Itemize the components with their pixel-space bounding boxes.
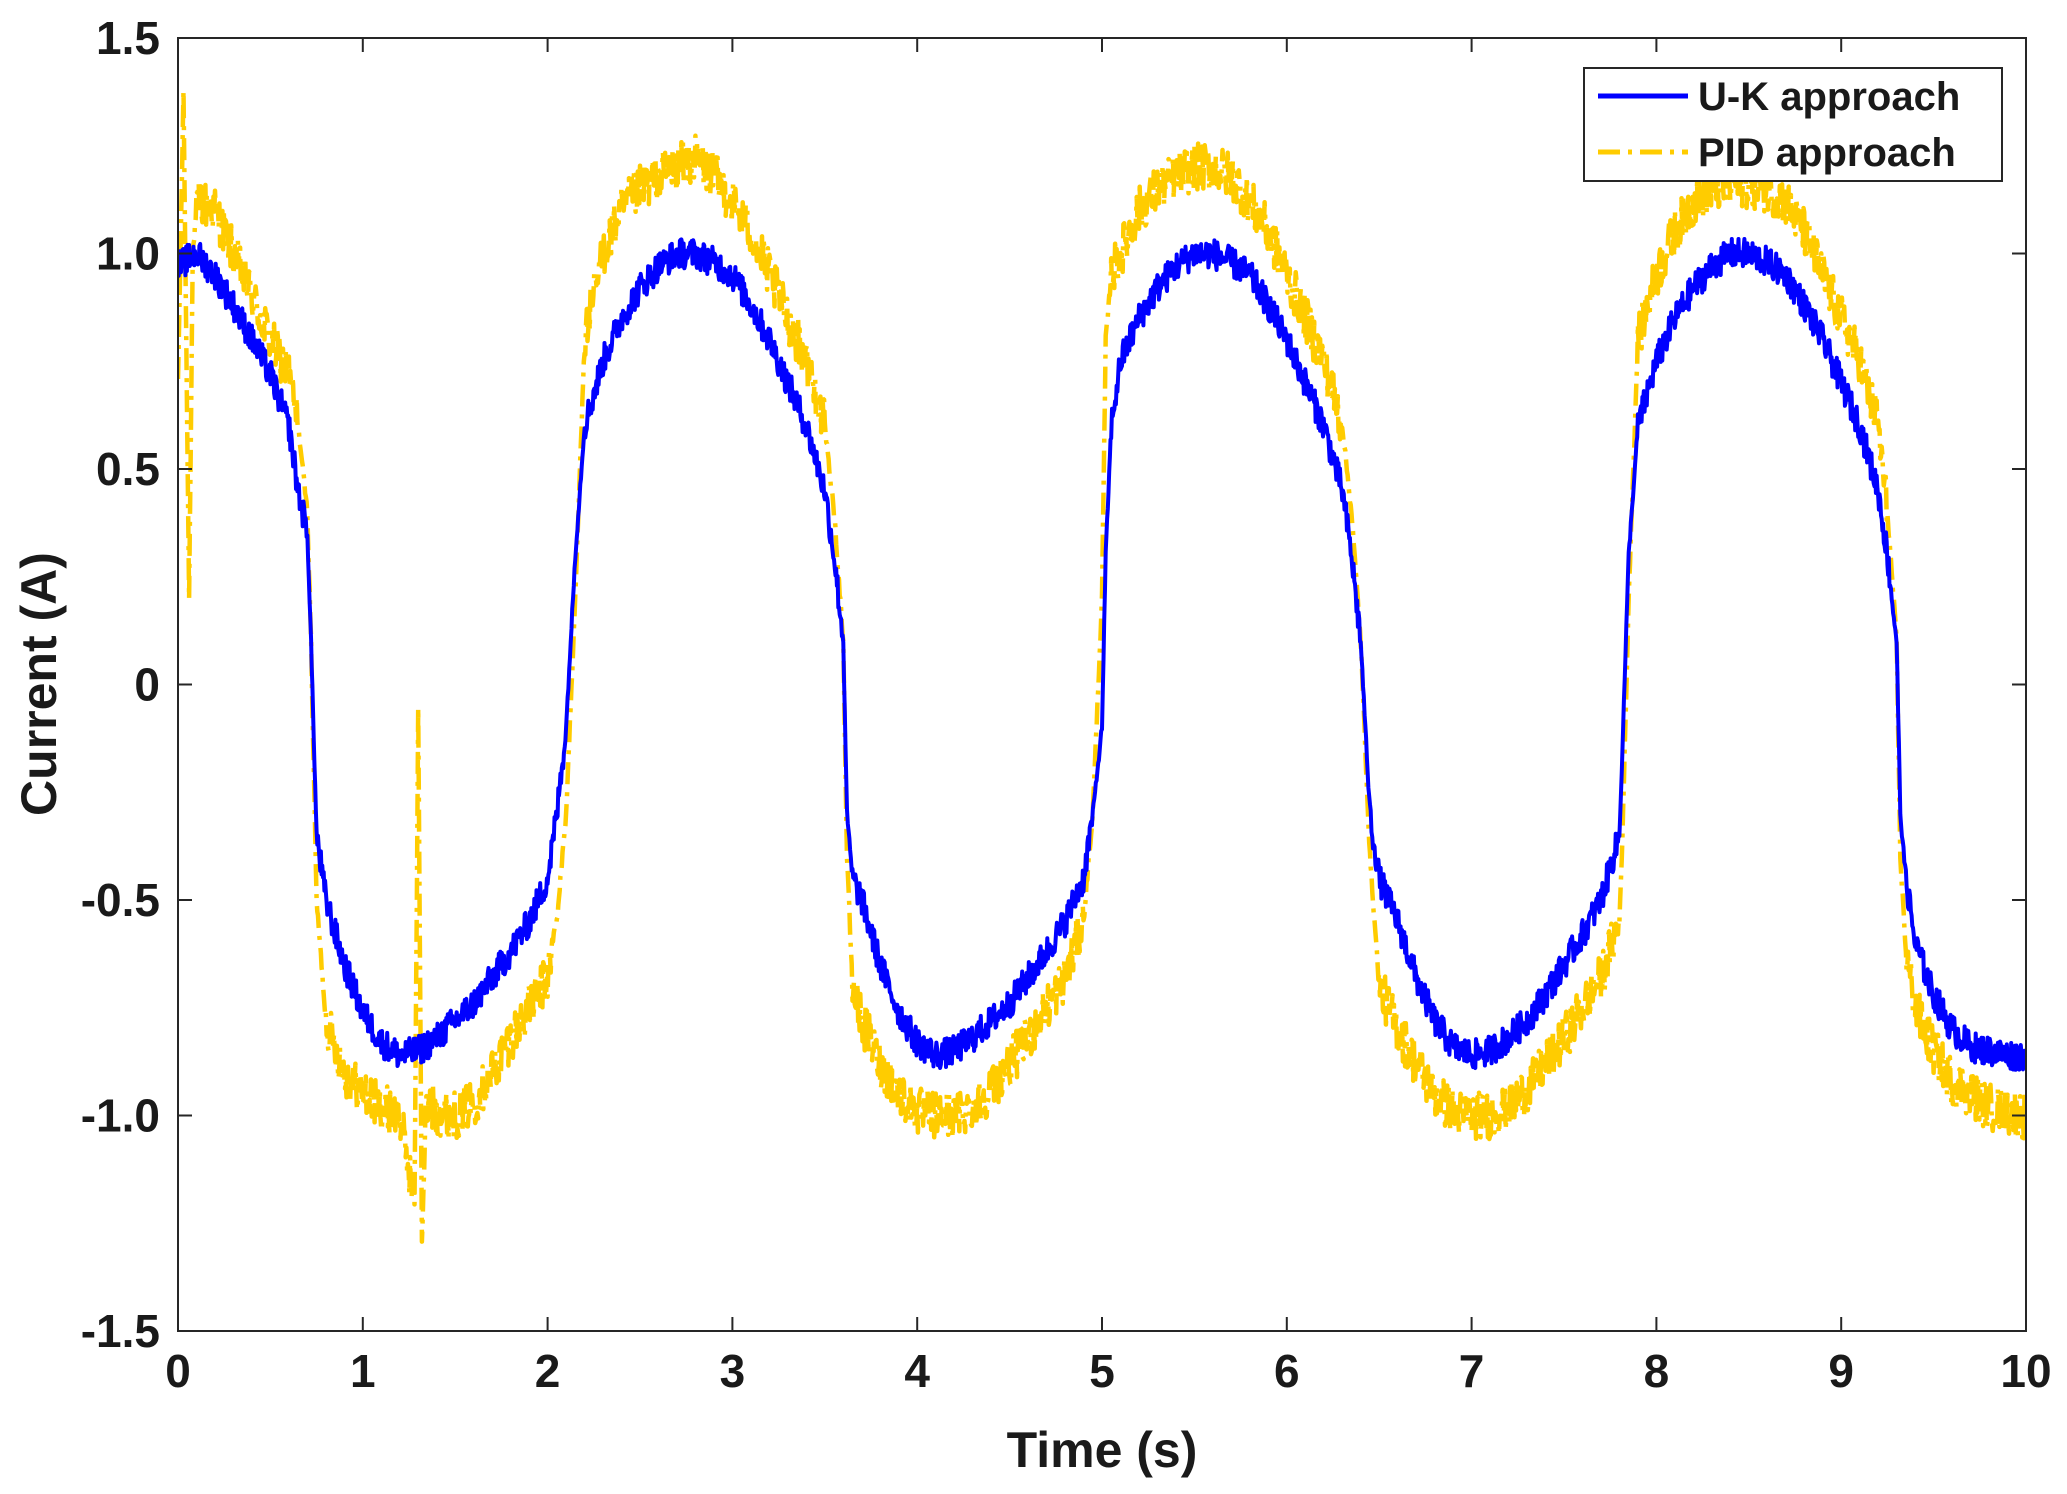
x-tick-label: 8 [1644, 1345, 1670, 1397]
x-tick-labels: 0 1 2 3 4 5 6 7 8 9 10 [165, 1345, 2051, 1397]
x-tick-label: 5 [1089, 1345, 1115, 1397]
y-tick-label: 1.0 [96, 228, 160, 280]
y-tick-label: -1.0 [81, 1090, 160, 1142]
legend-box [1583, 67, 2003, 182]
y-tick-label: 0 [134, 659, 160, 711]
x-tick-label: 6 [1274, 1345, 1300, 1397]
series-line-pid [178, 88, 2026, 1244]
y-tick-labels: -1.5 -1.0 -0.5 0 0.5 1.0 1.5 [81, 12, 160, 1357]
x-tick-label: 2 [535, 1345, 561, 1397]
x-tick-label: 0 [165, 1345, 191, 1397]
x-tick-label: 3 [720, 1345, 746, 1397]
x-tick-label: 9 [1828, 1345, 1854, 1397]
y-tick-label: 1.5 [96, 12, 160, 64]
x-axis-title: Time (s) [1007, 1422, 1198, 1478]
x-tick-label: 10 [2000, 1345, 2051, 1397]
x-tick-label: 7 [1459, 1345, 1485, 1397]
y-axis-title: Current (A) [11, 552, 67, 816]
legend: U-K approach PID approach [1583, 67, 2003, 182]
y-tick-label: 0.5 [96, 443, 160, 495]
series-layer [178, 88, 2026, 1244]
x-tick-label: 1 [350, 1345, 376, 1397]
legend-label-pid: PID approach [1698, 131, 1956, 175]
series-line-uk [178, 237, 2026, 1072]
legend-label-uk: U-K approach [1698, 75, 1960, 119]
x-tick-label: 4 [904, 1345, 930, 1397]
ticks-layer [177, 37, 2027, 1332]
y-tick-label: -0.5 [81, 874, 160, 926]
y-tick-label: -1.5 [81, 1305, 160, 1357]
